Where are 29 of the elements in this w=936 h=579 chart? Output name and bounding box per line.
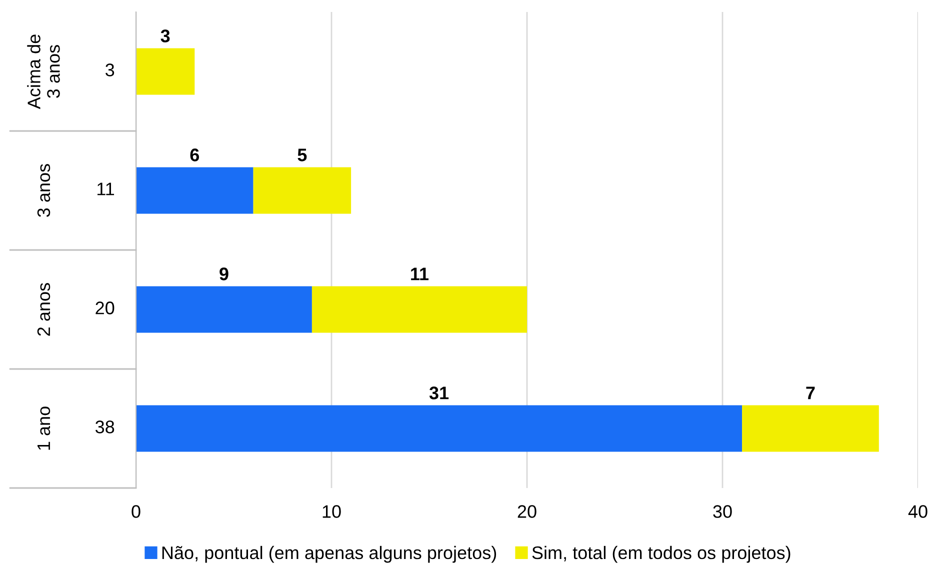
- bar: [136, 286, 312, 333]
- y-tick-label: 3 anos: [37, 164, 50, 217]
- data-label: 31: [429, 386, 449, 400]
- bar: [312, 286, 527, 333]
- data-label: 9: [220, 268, 228, 280]
- legend-label: Sim, total (em todos os projetos): [532, 546, 790, 563]
- total-label: 11: [98, 182, 114, 196]
- y-tick-label: 2 anos: [37, 283, 50, 336]
- data-label: 3: [106, 64, 114, 76]
- data-label: 6: [190, 148, 200, 162]
- total-label: 20: [96, 302, 114, 314]
- data-label: 7: [806, 386, 815, 400]
- bar: [136, 167, 254, 214]
- total-label: 3: [160, 30, 170, 42]
- y-tick-label: 1 ano: [38, 406, 50, 450]
- x-tick-label: 30: [713, 505, 732, 518]
- x-tick-label: 20: [518, 505, 536, 518]
- x-tick-label: 10: [322, 505, 341, 518]
- data-label: 5: [298, 148, 307, 162]
- bar: [136, 48, 195, 95]
- legend-label: Não, pontual (em apenas alguns projetos): [162, 546, 496, 563]
- x-tick-label: 0: [132, 505, 140, 518]
- x-tick-label: 40: [908, 505, 928, 518]
- bar: [742, 405, 879, 452]
- total-label: 38: [95, 420, 114, 434]
- y-tick-label: Acima de 3 anos: [27, 34, 60, 110]
- bar: [253, 167, 352, 214]
- bar: [136, 405, 742, 452]
- data-label: 11: [411, 268, 429, 280]
